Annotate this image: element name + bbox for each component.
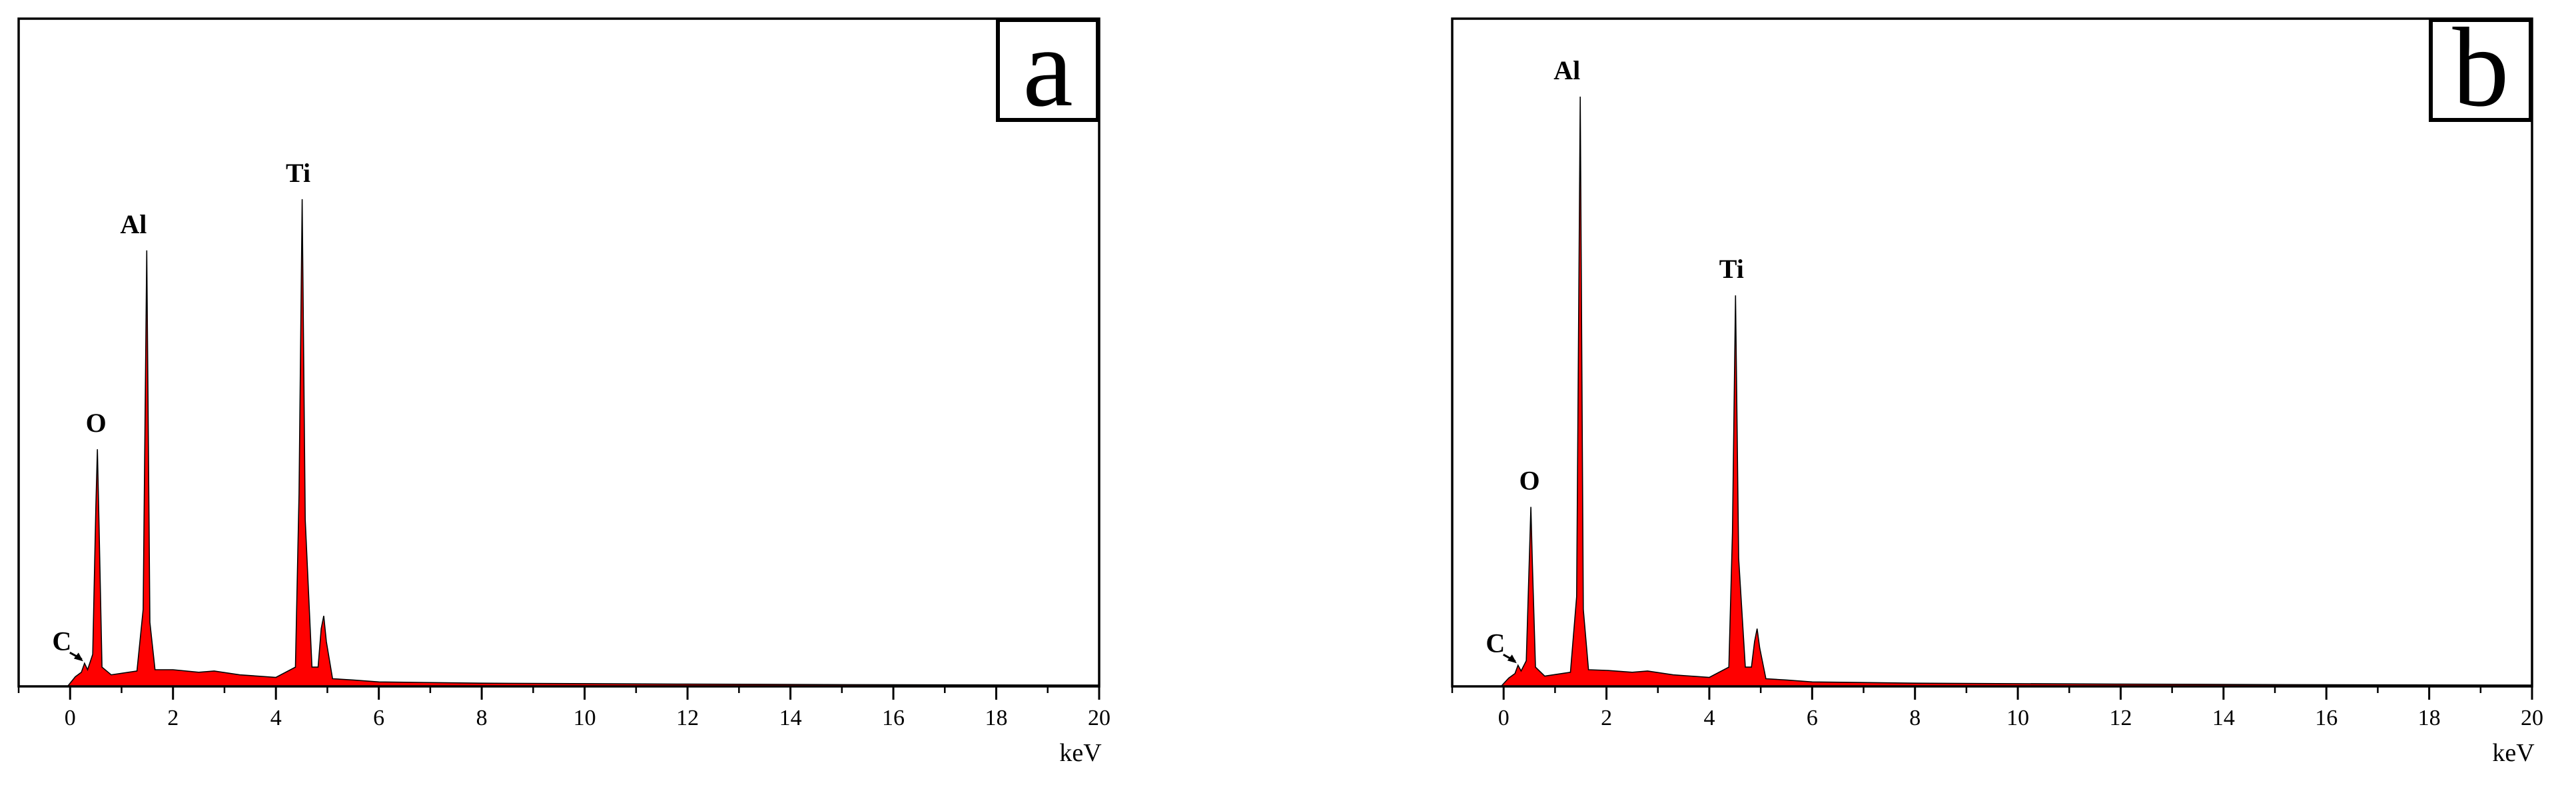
x-tick-label: 0 (65, 706, 76, 730)
x-tick-label: 18 (2418, 706, 2441, 730)
x-tick-label: 14 (779, 706, 802, 730)
x-tick-label: 20 (2521, 706, 2543, 730)
x-tick-label: 4 (270, 706, 282, 730)
panel-label: a (1023, 5, 1073, 130)
peak-label-c: C (1486, 628, 1505, 658)
peak-label-ti: Ti (286, 158, 310, 188)
eds-spectrum-chart-a: 0 2 4 6 8 10 12 14 16 18 20 keV C O Al Ti a (17, 5, 1110, 767)
x-tick-label: 4 (1703, 706, 1715, 730)
spectrum-fill (1501, 97, 2532, 686)
spectrum-line (1500, 96, 2533, 687)
x-tick-label: 16 (2315, 706, 2338, 730)
peak-c-arrowhead (1507, 654, 1517, 664)
spectrum-line (67, 199, 1100, 687)
plot-frame (17, 17, 1100, 688)
x-tick-label: 14 (2212, 706, 2235, 730)
panel-label: b (2453, 5, 2509, 130)
x-tick-label: 8 (1909, 706, 1921, 730)
x-tick-label: 16 (882, 706, 905, 730)
peak-label-ti: Ti (1719, 254, 1744, 284)
x-tick-label: 10 (574, 706, 596, 730)
spectrum-fill (67, 199, 1099, 686)
panel-label-box (2429, 18, 2533, 122)
x-axis-label: keV (2492, 739, 2535, 767)
x-tick-label: 6 (373, 706, 384, 730)
peak-label-al: Al (120, 209, 147, 239)
x-axis-label: keV (1059, 739, 1102, 767)
peak-label-c: C (52, 626, 71, 656)
x-tick-label: 8 (476, 706, 488, 730)
chart-panel-b: 0 2 4 6 8 10 12 14 16 18 20 keV C O Al Ti b (1288, 0, 2576, 784)
x-tick-label: 2 (1601, 706, 1612, 730)
x-tick-label: 10 (2006, 706, 2029, 730)
x-tick-label: 12 (2109, 706, 2132, 730)
x-tick-label: 18 (985, 706, 1008, 730)
x-tick-label: 6 (1807, 706, 1818, 730)
x-tick-label: 2 (167, 706, 179, 730)
chart-panel-a: 0 2 4 6 8 10 12 14 16 18 20 keV C O Al Ti a (0, 0, 1288, 784)
peak-label-o: O (86, 408, 107, 438)
peak-label-o: O (1519, 466, 1540, 496)
peak-c-arrowhead (73, 652, 83, 662)
peak-label-al: Al (1553, 55, 1580, 85)
x-tick-label: 0 (1498, 706, 1509, 730)
x-tick-label: 20 (1088, 706, 1110, 730)
plot-frame (1451, 17, 2533, 688)
panel-label-box (996, 18, 1100, 122)
eds-spectrum-chart-b: 0 2 4 6 8 10 12 14 16 18 20 keV C O Al Ti b (1451, 5, 2543, 767)
x-tick-label: 12 (676, 706, 699, 730)
